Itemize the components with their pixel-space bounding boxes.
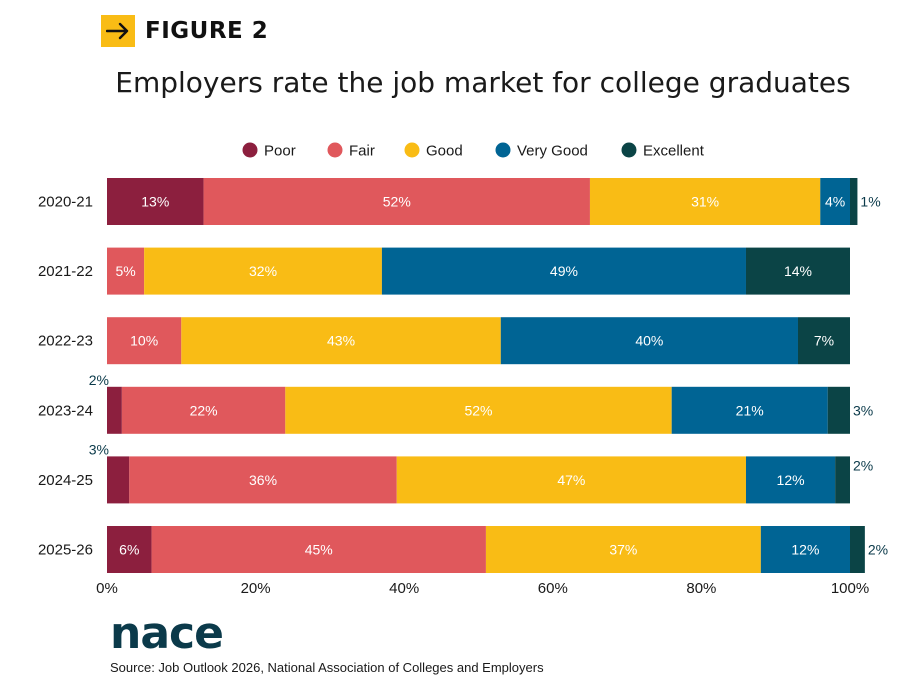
logo-text: nace — [110, 608, 224, 659]
legend-label-very-good: Very Good — [517, 143, 588, 160]
bar-segment-good — [144, 247, 382, 295]
legend-label-good: Good — [426, 143, 463, 160]
category-label: 2025-26 — [38, 542, 93, 559]
bar-segment-excellent — [850, 526, 865, 573]
bar-segment-fair — [129, 456, 397, 504]
x-tick-label: 20% — [241, 580, 271, 597]
bar-segment-very-good — [745, 456, 836, 504]
data-label: 5% — [115, 263, 135, 279]
legend-swatch-very-good — [495, 142, 511, 158]
x-tick-label: 80% — [686, 580, 716, 597]
x-tick-label: 100% — [831, 580, 869, 597]
category-label: 2022-23 — [38, 333, 93, 350]
legend-label-fair: Fair — [349, 143, 375, 160]
bar-segment-fair — [121, 386, 286, 434]
legend-label-excellent: Excellent — [643, 143, 705, 160]
bar-segment-good — [285, 386, 672, 434]
bar-segment-poor — [107, 526, 152, 573]
data-label: 13% — [141, 194, 169, 210]
x-tick-label: 60% — [538, 580, 568, 597]
x-tick-label: 40% — [389, 580, 419, 597]
nace-logo: nace — [110, 608, 224, 659]
data-label: 3% — [853, 402, 873, 418]
data-label: 1% — [860, 194, 880, 210]
figure-header: FIGURE 2 — [101, 14, 268, 48]
bar-segment-poor — [107, 178, 204, 225]
bar-segment-very-good — [500, 317, 798, 365]
category-label: 2023-24 — [38, 402, 93, 419]
bar-segment-fair — [107, 247, 145, 295]
data-label: 2% — [853, 457, 873, 473]
stacked-bar-chart: Poor Fair Good Very Good Excellent 2020-21 13%… — [38, 142, 888, 597]
category-label: 2020-21 — [38, 194, 93, 211]
bar-segment-poor — [107, 456, 130, 504]
data-label: 47% — [557, 472, 585, 488]
source-note: Source: Job Outlook 2026, National Assoc… — [110, 660, 544, 675]
data-label: 31% — [691, 194, 719, 210]
data-label: 2% — [89, 372, 109, 388]
bar-segment-excellent — [850, 178, 858, 225]
category-label: 2024-25 — [38, 472, 93, 489]
data-label: 21% — [736, 402, 764, 418]
data-label: 36% — [249, 472, 277, 488]
legend-swatch-fair — [327, 142, 343, 158]
bar-segment-good — [181, 317, 501, 365]
bar-segment-good — [485, 526, 761, 573]
chart-title: Employers rate the job market for colleg… — [115, 66, 851, 99]
category-label: 2021-22 — [38, 263, 93, 280]
data-label: 52% — [383, 194, 411, 210]
bar-segment-very-good — [760, 526, 850, 573]
bar-segment-fair — [107, 317, 182, 365]
data-label: 49% — [550, 263, 578, 279]
bar-segment-fair — [203, 178, 590, 225]
bar-segment-excellent — [827, 386, 850, 434]
bar-segment-very-good — [671, 386, 828, 434]
data-label: 12% — [791, 542, 819, 558]
data-label: 4% — [825, 194, 845, 210]
data-label: 52% — [464, 402, 492, 418]
data-label: 45% — [305, 542, 333, 558]
bar-segment-excellent — [835, 456, 850, 504]
data-label: 2% — [868, 542, 888, 558]
bar-segment-good — [396, 456, 746, 504]
data-label: 43% — [327, 333, 355, 349]
data-label: 6% — [119, 542, 139, 558]
data-label: 32% — [249, 263, 277, 279]
legend-swatch-good — [404, 142, 420, 158]
data-label: 3% — [89, 441, 109, 457]
bar-segment-excellent — [797, 317, 850, 365]
data-label: 37% — [609, 542, 637, 558]
x-tick-label: 0% — [96, 580, 118, 597]
bar-segment-poor — [107, 386, 122, 434]
legend-swatch-poor — [242, 142, 258, 158]
data-label: 7% — [814, 333, 834, 349]
data-label: 40% — [635, 333, 663, 349]
data-label: 10% — [130, 333, 158, 349]
data-label: 14% — [784, 263, 812, 279]
bar-segment-very-good — [381, 247, 746, 295]
data-label: 12% — [777, 472, 805, 488]
legend-label-poor: Poor — [264, 143, 296, 160]
data-label: 22% — [190, 402, 218, 418]
arrow-right-icon — [101, 15, 135, 47]
bar-segment-fair — [151, 526, 486, 573]
legend-swatch-excellent — [621, 142, 637, 158]
figure-label: FIGURE 2 — [145, 18, 269, 44]
bar-segment-very-good — [820, 178, 850, 225]
bar-segment-good — [589, 178, 821, 225]
bar-segment-excellent — [745, 247, 850, 295]
